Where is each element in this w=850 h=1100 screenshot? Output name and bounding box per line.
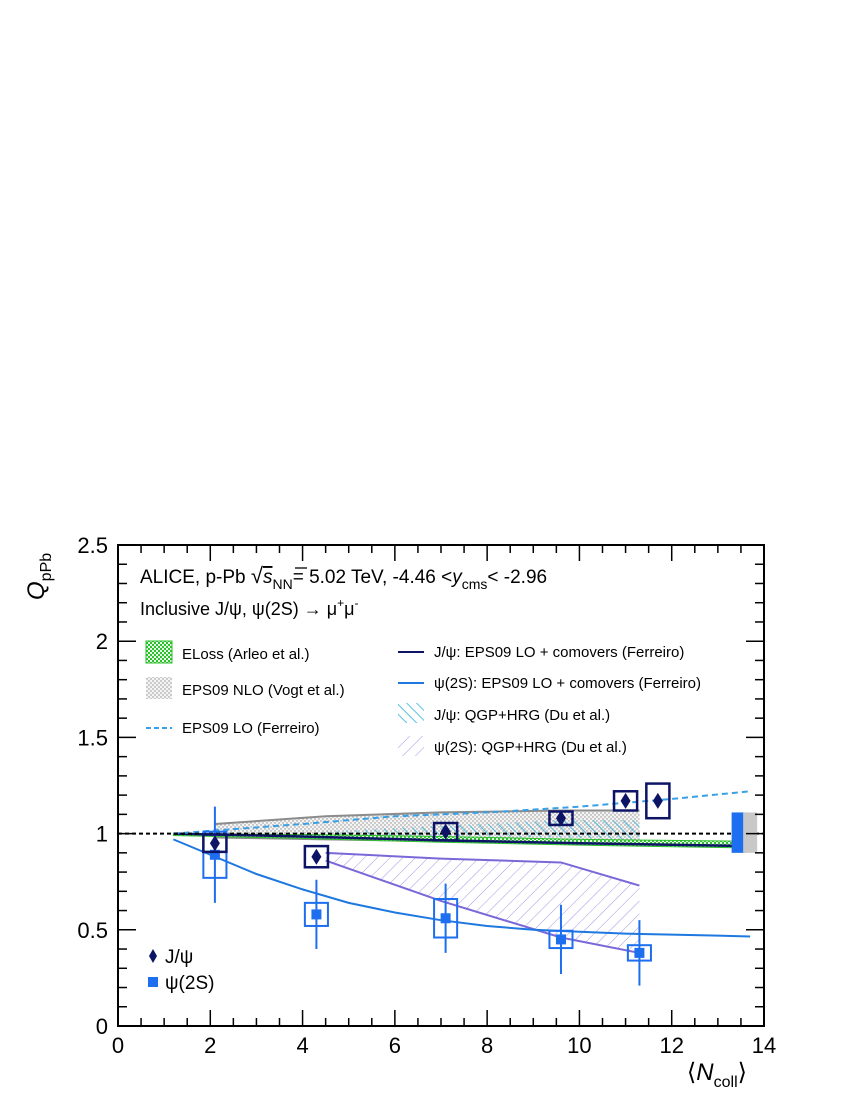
y-axis-title: QpPb (23, 553, 55, 600)
legend-label-psi2s: ψ(2S) (165, 973, 214, 994)
x-tick-label: 12 (659, 1033, 683, 1058)
band-psi2s-qgp-lower (325, 859, 640, 954)
band-psi2s-qgp (325, 852, 640, 953)
legend-label-jpsi-comovers: J/ψ: EPS09 LO + comovers (Ferreiro) (434, 644, 684, 661)
psi2s-point (634, 947, 645, 958)
global-uncertainty (731, 812, 758, 853)
global-box-psi2s (743, 812, 758, 853)
psi2s-sys-box (202, 830, 228, 879)
x-tick-label: 4 (296, 1033, 308, 1058)
x-tick-label: 10 (567, 1033, 591, 1058)
model-bands (172, 790, 751, 954)
psi2s-sys-box (626, 944, 652, 962)
x-axis-title: ⟨Ncoll⟩ (687, 1059, 747, 1091)
psi2s-sys-box (433, 898, 459, 939)
legend-label-psi2s-comovers: ψ(2S): EPS09 LO + comovers (Ferreiro) (434, 675, 701, 692)
jpsi-point (620, 792, 631, 809)
jpsi-point (555, 810, 566, 827)
legend-label-eps09nlo: EPS09 NLO (Vogt et al.) (182, 682, 345, 699)
x-tick-label: 6 (389, 1033, 401, 1058)
x-tick-label: 0 (112, 1033, 124, 1058)
legend-label-jpsi: J/ψ (165, 947, 193, 968)
legend-label-eloss: ELoss (Arleo et al.) (182, 646, 310, 663)
y-tick-label: 1 (96, 822, 108, 847)
legend-data: J/ψ ψ(2S) (148, 947, 214, 994)
jpsi-point (311, 848, 322, 865)
band-eps09nlo-upper (214, 809, 640, 825)
legend-label-psi2s-qgp: ψ(2S): QGP+HRG (Du et al.) (434, 739, 627, 756)
data-points (202, 782, 671, 986)
y-tick-label: 0 (96, 1014, 108, 1039)
psi2s-sys-box (548, 929, 574, 950)
psi2s-point (209, 849, 220, 860)
y-tick-label: 2 (96, 629, 108, 654)
jpsi-sys-box (432, 821, 459, 842)
legend-marker-psi2s (148, 977, 158, 987)
psi2s-point (555, 934, 566, 945)
x-tick-label: 2 (204, 1033, 216, 1058)
jpsi-point (440, 823, 451, 840)
psi2s-point (311, 909, 322, 920)
jpsi-sys-box (303, 844, 330, 869)
legend-swatch-psi2s-qgp (398, 736, 424, 756)
y-tick-label: 1.5 (77, 725, 108, 750)
legend-label-jpsi-qgp: J/ψ: QGP+HRG (Du et al.) (434, 707, 610, 724)
jpsi-sys-box (612, 790, 639, 812)
line-psi2s-comovers (172, 838, 751, 938)
line-eps09lo (173, 790, 751, 835)
jpsi-sys-box (202, 833, 228, 854)
x-tick-labels: 0 2 4 6 8 10 12 14 (112, 1033, 776, 1058)
y-tick-labels: 0 0.5 1 1.5 2 2.5 (77, 533, 108, 1039)
y-tick-label: 2.5 (77, 533, 108, 558)
legend-swatch-eps09nlo (146, 677, 172, 699)
legend-marker-jpsi (149, 949, 157, 963)
axis-ticks (117, 544, 765, 1027)
svg-text:QpPb: QpPb (23, 553, 55, 600)
jpsi-point (209, 835, 220, 852)
x-tick-label: 14 (752, 1033, 776, 1058)
legend-models: ELoss (Arleo et al.) EPS09 NLO (Vogt et … (145, 640, 701, 756)
global-box-jpsi (731, 812, 746, 853)
band-psi2s-qgp-upper (325, 851, 640, 887)
y-tick-label: 0.5 (77, 918, 108, 943)
jpsi-point (652, 792, 663, 809)
x-tick-label: 8 (481, 1033, 493, 1058)
psi2s-point (440, 913, 451, 924)
header-line-2: Inclusive J/ψ, ψ(2S) → μ+μ- (140, 596, 358, 619)
jpsi-sys-box (645, 782, 671, 820)
header-line-1: ALICE, p-Pb √sNN= 5.02 TeV, -4.46 <ycms<… (140, 563, 547, 592)
psi2s-sys-box (303, 901, 329, 927)
legend-label-eps09lo: EPS09 LO (Ferreiro) (182, 720, 320, 737)
legend-swatch-jpsi-qgp (398, 703, 424, 723)
legend-swatch-eloss (145, 640, 173, 664)
